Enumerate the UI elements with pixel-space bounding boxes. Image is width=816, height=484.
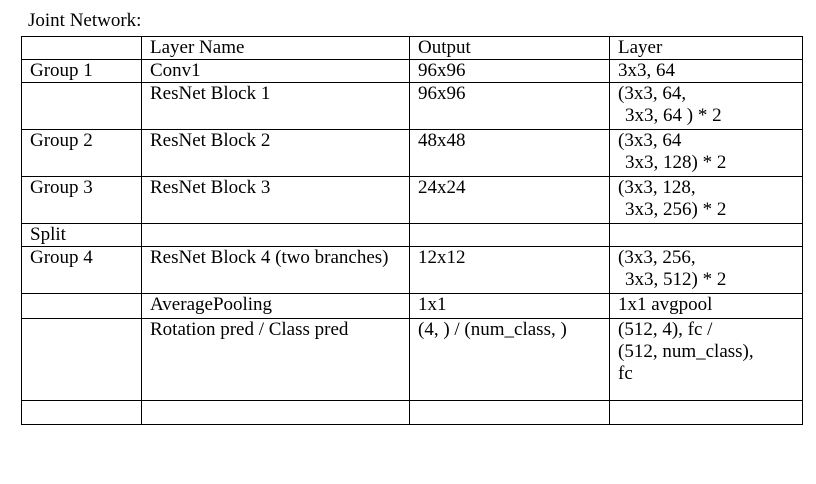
group-cell	[21, 293, 142, 319]
layer-cell: 1x1 avgpool	[609, 293, 803, 319]
layer-name-cell: Conv1	[141, 59, 410, 83]
layer-text: 3x3, 256) * 2	[625, 199, 727, 220]
layer-text: (3x3, 256,	[618, 247, 696, 269]
layer-name-text: AveragePooling	[150, 294, 273, 316]
layer-cell	[609, 223, 803, 247]
table-row: AveragePooling 1x1 1x1 avgpool	[21, 293, 803, 319]
layer-name-cell: ResNet Block 3	[141, 176, 410, 224]
table-row: Group 4 ResNet Block 4 (two branches) 12…	[21, 246, 803, 294]
group-cell	[21, 318, 142, 401]
group-cell: Split	[21, 223, 142, 247]
layer-name-cell: AveragePooling	[141, 293, 410, 319]
output-cell: 96x96	[409, 59, 610, 83]
layer-name-cell: Rotation pred / Class pred	[141, 318, 410, 401]
layer-cell: (3x3, 128, 3x3, 256) * 2	[609, 176, 803, 224]
layer-text: fc	[618, 363, 633, 384]
group-cell: Group 4	[21, 246, 142, 294]
table-header-row: Layer Name Output Layer	[21, 36, 803, 60]
layer-name-text: ResNet Block 4 (two branches)	[150, 247, 389, 269]
group-cell: Group 1	[21, 59, 142, 83]
header-layer-cell: Layer	[609, 36, 803, 60]
table-caption: Joint Network:	[28, 10, 142, 31]
layer-name-text: ResNet Block 3	[150, 177, 271, 199]
layer-name-text: Rotation pred / Class pred	[150, 319, 349, 341]
output-cell	[409, 223, 610, 247]
layer-name-cell: ResNet Block 4 (two branches)	[141, 246, 410, 294]
layer-cell: 3x3, 64	[609, 59, 803, 83]
header-layer-name-cell: Layer Name	[141, 36, 410, 60]
layer-cell: (3x3, 256, 3x3, 512) * 2	[609, 246, 803, 294]
layer-text: 3x3, 512) * 2	[625, 269, 727, 290]
layer-name-cell	[141, 400, 410, 425]
output-cell	[409, 400, 610, 425]
header-group-cell	[21, 36, 142, 60]
layer-text: (3x3, 64,	[618, 83, 687, 105]
table-row	[21, 400, 803, 425]
layer-text: (512, num_class),	[618, 341, 754, 362]
layer-name-cell: ResNet Block 1	[141, 82, 410, 130]
layer-cell: (3x3, 64, 3x3, 64 ) * 2	[609, 82, 803, 130]
table-row: Group 2 ResNet Block 2 48x48 (3x3, 64 3x…	[21, 129, 803, 177]
layer-text: 3x3, 64 ) * 2	[625, 105, 722, 126]
group-cell	[21, 400, 142, 425]
output-text: (4, ) / (num_class, )	[418, 319, 567, 341]
layer-cell: (512, 4), fc / (512, num_class), fc	[609, 318, 803, 401]
layer-name-text: ResNet Block 1	[150, 83, 271, 105]
joint-network-table: Layer Name Output Layer Group 1 Conv1 96…	[21, 36, 803, 425]
table-row: Rotation pred / Class pred (4, ) / (num_…	[21, 318, 803, 401]
header-output-cell: Output	[409, 36, 610, 60]
layer-text: 1x1 avgpool	[618, 294, 713, 316]
layer-name-text: Conv1	[150, 60, 201, 82]
layer-cell: (3x3, 64 3x3, 128) * 2	[609, 129, 803, 177]
layer-name-cell: ResNet Block 2	[141, 129, 410, 177]
group-cell: Group 3	[21, 176, 142, 224]
group-cell	[21, 82, 142, 130]
layer-name-cell	[141, 223, 410, 247]
layer-text: (3x3, 64	[618, 130, 682, 152]
table-row: Split	[21, 223, 803, 247]
output-cell: 24x24	[409, 176, 610, 224]
layer-cell	[609, 400, 803, 425]
output-cell: 48x48	[409, 129, 610, 177]
layer-text: 3x3, 128) * 2	[625, 152, 727, 173]
layer-name-text: ResNet Block 2	[150, 130, 271, 152]
table-row: ResNet Block 1 96x96 (3x3, 64, 3x3, 64 )…	[21, 82, 803, 130]
output-cell: 1x1	[409, 293, 610, 319]
output-cell: (4, ) / (num_class, )	[409, 318, 610, 401]
table-row: Group 3 ResNet Block 3 24x24 (3x3, 128, …	[21, 176, 803, 224]
layer-text: (3x3, 128,	[618, 177, 696, 199]
layer-text: (512, 4), fc /	[618, 319, 713, 341]
table-row: Group 1 Conv1 96x96 3x3, 64	[21, 59, 803, 83]
group-cell: Group 2	[21, 129, 142, 177]
output-cell: 12x12	[409, 246, 610, 294]
layer-text: 3x3, 64	[618, 60, 675, 82]
output-cell: 96x96	[409, 82, 610, 130]
